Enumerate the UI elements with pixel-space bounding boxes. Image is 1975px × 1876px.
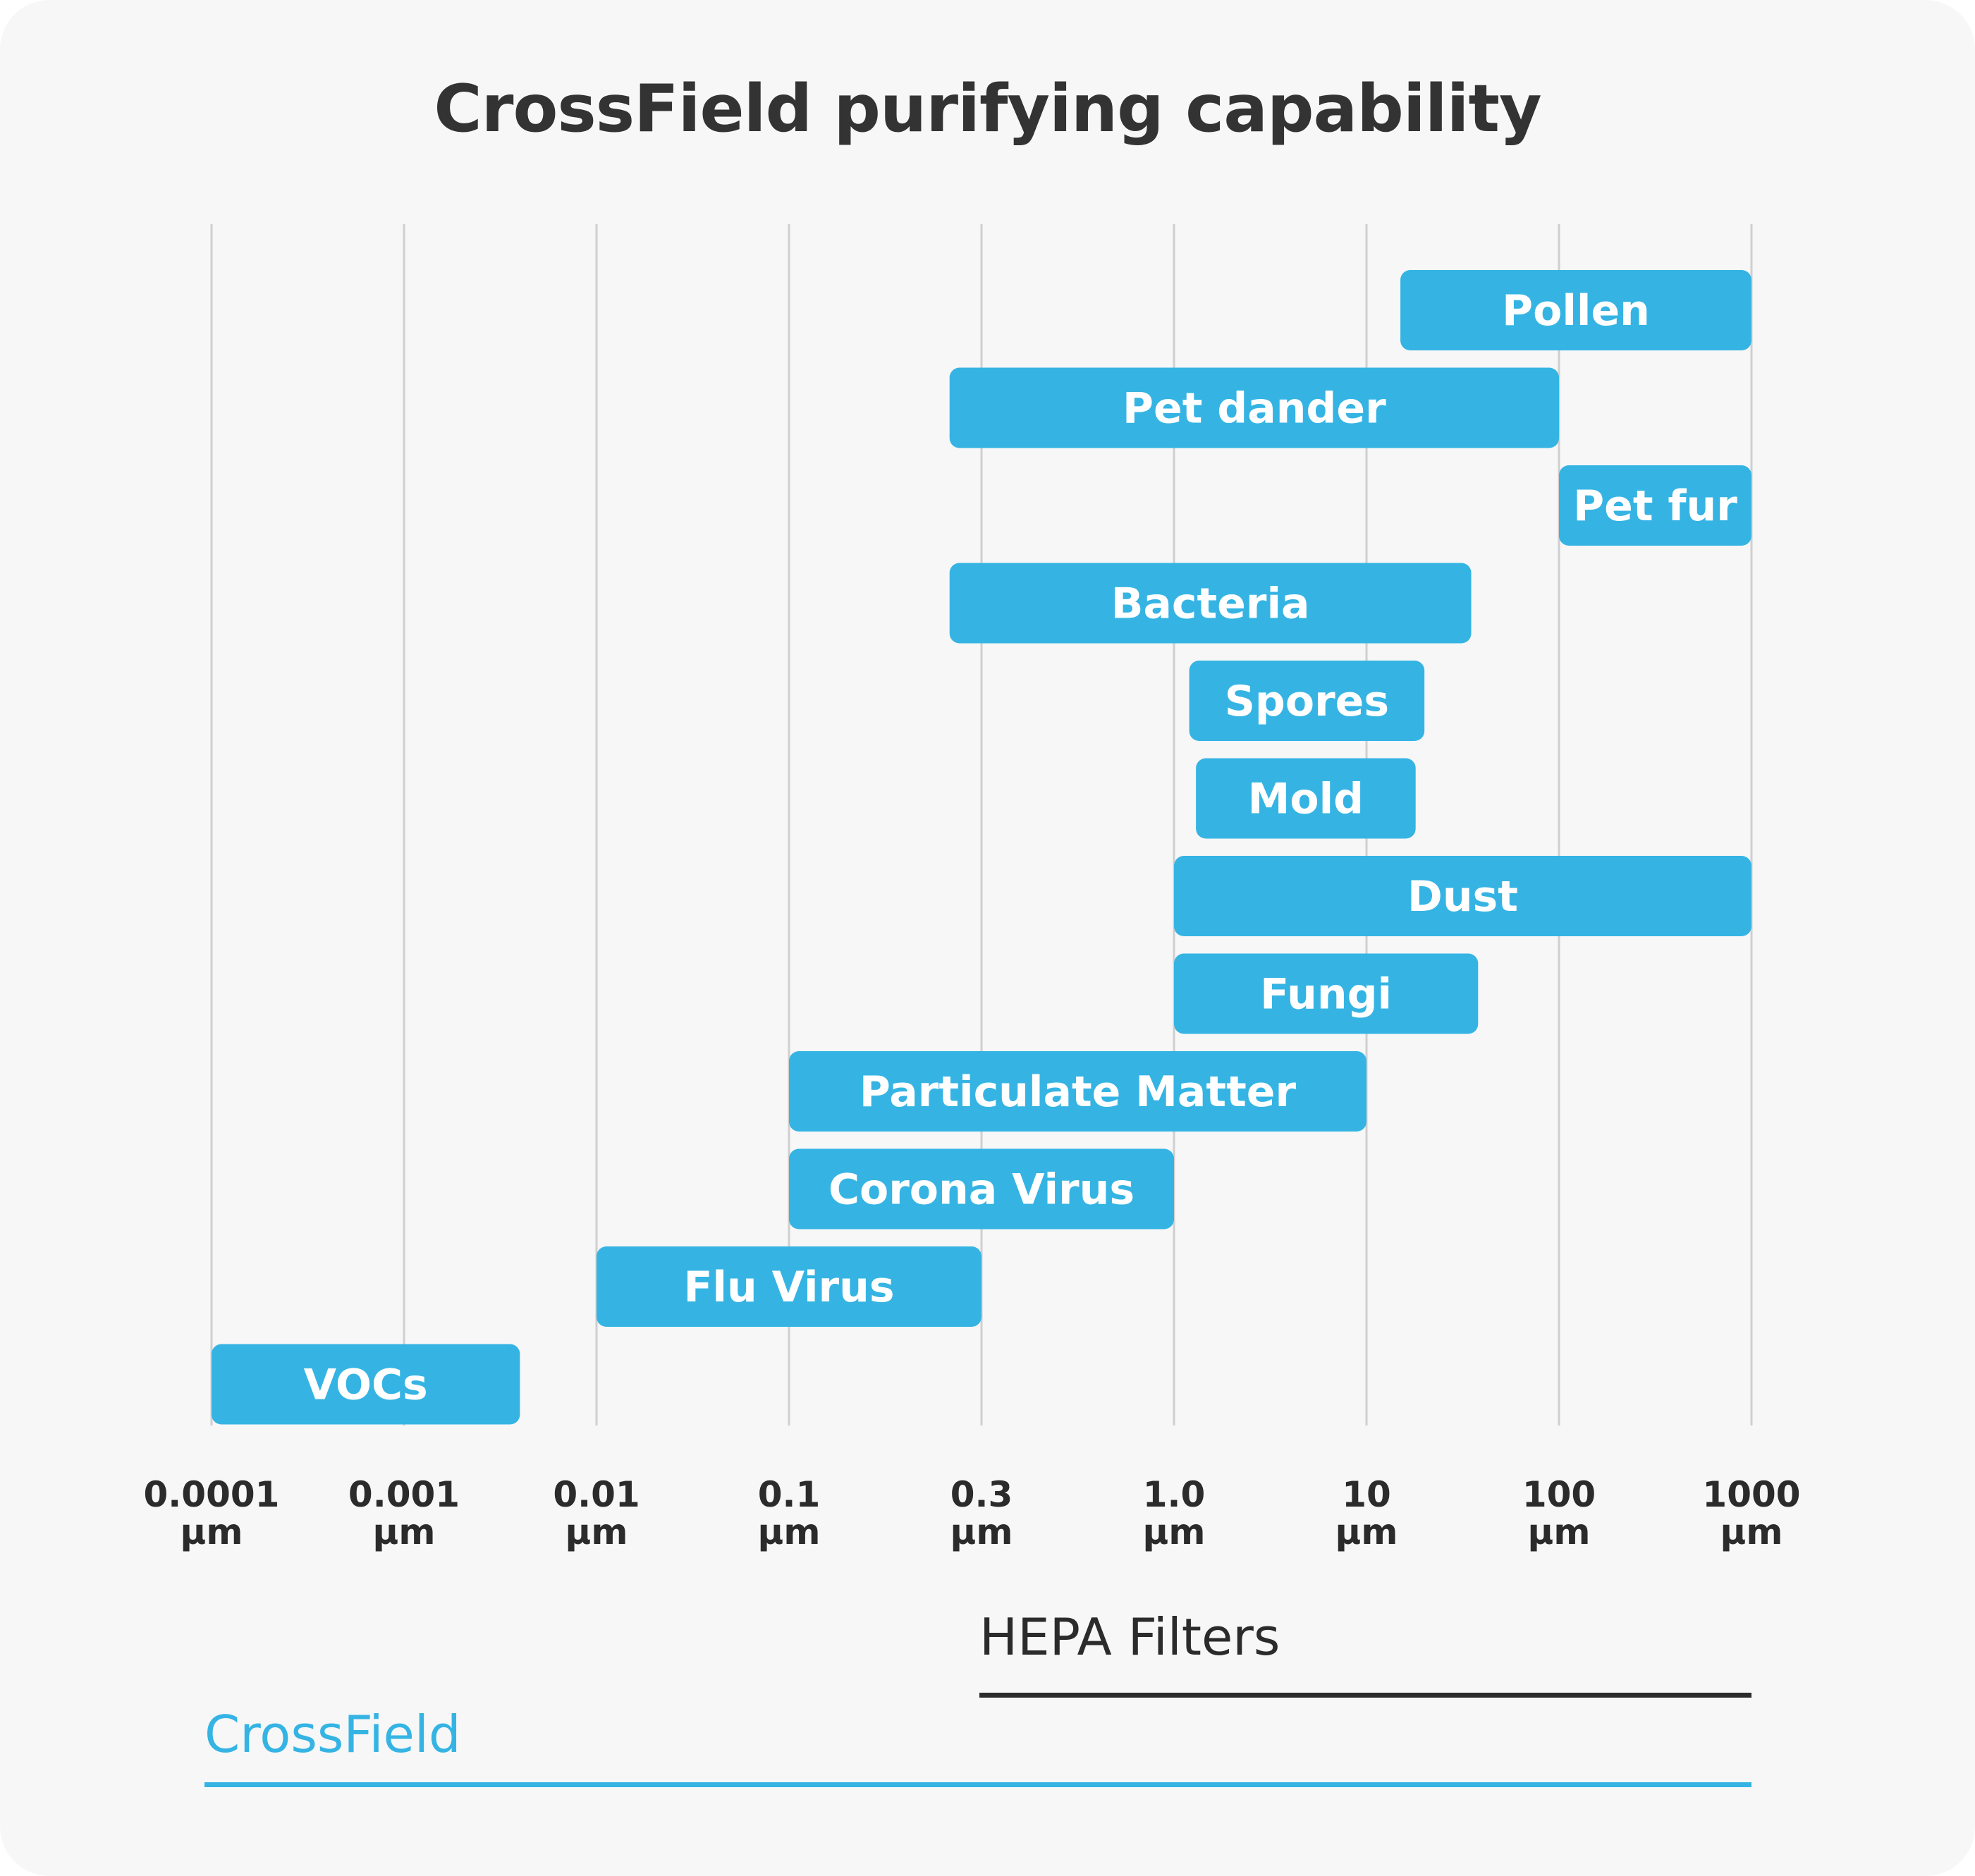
tick-label: 10	[1342, 1474, 1391, 1515]
range-bar	[212, 1344, 520, 1425]
bar-label: Bacteria	[1111, 580, 1310, 629]
tick-label: 0.3	[950, 1474, 1013, 1515]
range-bar	[1559, 465, 1751, 546]
tick-unit-label: μm	[1335, 1512, 1398, 1552]
filter-range-line	[979, 1693, 1751, 1698]
range-bar	[1196, 758, 1416, 839]
tick-unit-label: μm	[950, 1512, 1013, 1552]
tick-label: 0.1	[758, 1474, 821, 1515]
filter-range-line	[204, 1782, 1751, 1787]
bar-label: Pollen	[1502, 286, 1650, 336]
range-bar	[789, 1148, 1174, 1230]
bar-label: Corona Virus	[828, 1165, 1135, 1215]
bar-label: Pet dander	[1123, 384, 1386, 434]
bar-label: Spores	[1225, 677, 1389, 726]
tick-unit-label: μm	[181, 1512, 243, 1552]
tick-unit-label: μm	[758, 1512, 821, 1552]
tick-unit-label: μm	[1143, 1512, 1206, 1552]
bar-label: Fungi	[1260, 970, 1392, 1019]
tick-label: 100	[1522, 1474, 1596, 1515]
tick-unit-label: μm	[565, 1512, 628, 1552]
bar-label: Particulate Matter	[860, 1067, 1297, 1117]
bar-label: Flu Virus	[683, 1263, 894, 1312]
range-bar	[597, 1246, 982, 1327]
tick-label: 1.0	[1143, 1474, 1206, 1515]
bar-label: VOCs	[304, 1361, 428, 1410]
tick-unit-label: μm	[1720, 1512, 1783, 1552]
tick-label: 1000	[1702, 1474, 1800, 1515]
filter-range-label: CrossField	[204, 1705, 461, 1764]
range-bar	[1174, 856, 1751, 936]
bar-label: Pet fur	[1573, 482, 1737, 531]
tick-unit-label: μm	[373, 1512, 436, 1552]
range-bar	[1189, 661, 1425, 741]
tick-labels: 0.0001μm0.001μm0.01μm0.1μm0.3μm1.0μm10μm…	[144, 1474, 1801, 1552]
bar-label: Dust	[1407, 872, 1518, 921]
tick-label: 0.001	[348, 1474, 460, 1515]
tick-label: 0.01	[553, 1474, 640, 1515]
range-bar	[789, 1051, 1366, 1132]
bars: Pollen Pet dander Pet fur Bacteria Spores Mol…	[212, 270, 1751, 1425]
tick-label: 0.0001	[144, 1474, 280, 1515]
tick-unit-label: μm	[1528, 1512, 1591, 1552]
range-bar	[1174, 953, 1479, 1034]
range-bar	[1400, 270, 1751, 350]
range-bar	[949, 563, 1472, 644]
range-bar	[949, 367, 1559, 448]
chart-title: CrossField purifying capability	[434, 70, 1541, 147]
filter-range-label: HEPA Filters	[979, 1607, 1280, 1667]
bar-label: Mold	[1248, 775, 1364, 824]
